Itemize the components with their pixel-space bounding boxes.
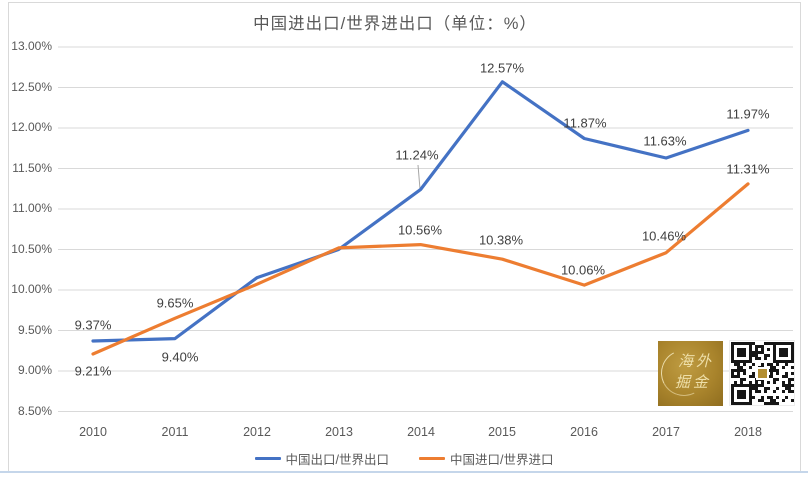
data-label-export: 12.57% <box>479 60 525 76</box>
data-label-export: 9.37% <box>74 317 112 333</box>
y-tick-label: 11.50% <box>12 161 52 175</box>
x-tick-label: 2010 <box>79 425 107 439</box>
data-label-export: 11.63% <box>643 133 687 149</box>
data-label-import: 10.38% <box>478 232 524 248</box>
qr-pattern <box>730 341 794 405</box>
data-label-export: 11.87% <box>563 115 607 131</box>
data-label-import: 10.56% <box>397 222 443 238</box>
data-label-import: 10.06% <box>560 262 606 278</box>
import-line-series <box>91 182 750 356</box>
legend: 中国出口/世界出口 中国进口/世界进口 <box>0 449 808 468</box>
data-label-import: 9.21% <box>74 363 112 379</box>
x-tick-label: 2014 <box>407 425 435 439</box>
qr-code-icon <box>729 340 795 406</box>
import-legend-label: 中国进口/世界进口 <box>450 453 554 467</box>
legend-item-import: 中国进口/世界进口 <box>419 449 553 468</box>
data-label-import: 11.31% <box>726 161 770 177</box>
x-tick-label: 2018 <box>734 425 762 439</box>
logo-text-line: 掘金 <box>674 375 711 391</box>
export-legend-swatch <box>254 457 281 460</box>
legend-item-export: 中国出口/世界出口 <box>254 449 389 468</box>
logo-haiwai-juejin: 海外 掘金 <box>658 341 723 406</box>
y-tick-label: 13.00% <box>11 39 52 53</box>
chart-frame <box>8 2 801 471</box>
x-tick-label: 2012 <box>243 425 271 439</box>
logo-text-line: 海外 <box>677 354 714 370</box>
y-tick-label: 12.00% <box>11 120 52 134</box>
y-tick-label: 9.50% <box>17 323 52 337</box>
x-tick-label: 2011 <box>161 425 189 439</box>
y-tick-label: 9.00% <box>17 363 52 377</box>
x-tick-label: 2016 <box>570 425 598 439</box>
x-tick-label: 2015 <box>488 425 516 439</box>
x-tick-label: 2017 <box>652 425 680 439</box>
data-label-export: 11.97% <box>726 106 770 122</box>
bottom-accent-rule <box>0 471 808 473</box>
data-label-export: 11.24% <box>395 147 439 163</box>
export-legend-label: 中国出口/世界出口 <box>285 453 389 467</box>
y-tick-label: 8.50% <box>17 404 52 418</box>
data-label-import: 10.46% <box>641 228 687 244</box>
y-tick-label: 12.50% <box>11 80 52 94</box>
x-tick-label: 2013 <box>325 425 353 439</box>
y-tick-label: 10.00% <box>11 282 52 296</box>
export-line-series <box>91 80 750 343</box>
label-leader-line <box>417 164 421 190</box>
y-tick-label: 11.00% <box>12 201 52 215</box>
data-label-import: 9.65% <box>156 295 194 311</box>
data-label-export: 9.40% <box>161 349 199 365</box>
import-legend-swatch <box>419 457 445 460</box>
y-tick-label: 10.50% <box>11 242 52 256</box>
chart-title: 中国进出口/世界进出口（单位：%） <box>253 15 537 33</box>
